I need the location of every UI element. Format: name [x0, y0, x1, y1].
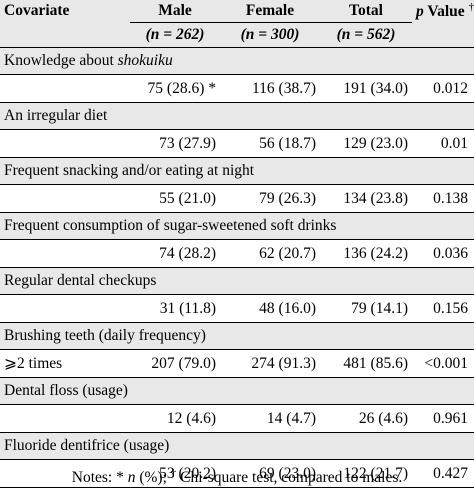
female-value: 48 (16.0) — [220, 294, 320, 323]
header-row: Covariate Male Female Total p Value † — [0, 0, 474, 23]
sublabel-cell — [0, 294, 130, 323]
covariate-label-text: Frequent consumption of sugar-sweetened … — [4, 217, 337, 234]
female-value: 274 (91.3) — [220, 349, 320, 378]
section-row: Frequent consumption of sugar-sweetened … — [0, 212, 474, 240]
male-value: 31 (11.8) — [130, 294, 220, 323]
p-value: 0.01 — [412, 129, 474, 158]
total-value: 134 (23.8) — [320, 184, 412, 213]
section-row: Knowledge about shokuiku — [0, 47, 474, 75]
covariate-label-italic: shokuiku — [117, 52, 173, 69]
covariate-label: Fluoride dentifrice (usage) — [0, 432, 474, 460]
table-row: 73 (27.9) 56 (18.7) 129 (23.0) 0.01 — [0, 129, 474, 158]
header-p-dagger: † — [468, 1, 474, 13]
sublabel-cell — [0, 129, 130, 158]
header-covariate: Covariate — [4, 2, 70, 20]
covariate-label-text: Brushing teeth (daily frequency) — [4, 327, 206, 344]
total-value: 26 (4.6) — [320, 404, 412, 433]
male-value: 75 (28.6) * — [130, 74, 220, 103]
total-value: 481 (85.6) — [320, 349, 412, 378]
p-value: <0.001 — [412, 349, 474, 378]
header-male-n: (n = 262) — [130, 22, 220, 48]
total-value: 129 (23.0) — [320, 129, 412, 158]
covariate-label: Knowledge about shokuiku — [0, 47, 474, 75]
section-row: Regular dental checkups — [0, 267, 474, 295]
notes-dagger: † — [170, 467, 177, 479]
header-female-n: (n = 300) — [220, 22, 320, 48]
p-value: 0.138 — [412, 184, 474, 213]
female-value: 62 (20.7) — [220, 239, 320, 268]
covariate-label-text: Regular dental checkups — [4, 272, 157, 289]
header-female: Female — [245, 2, 295, 19]
female-value: 56 (18.7) — [220, 129, 320, 158]
covariate-label: Frequent snacking and/or eating at night — [0, 157, 474, 185]
covariate-label-text: Knowledge about — [4, 52, 118, 69]
header-p-value: p Value † — [412, 0, 474, 48]
covariate-label: Dental floss (usage) — [0, 377, 474, 405]
table-row: 12 (4.6) 14 (4.7) 26 (4.6) 0.961 — [0, 404, 474, 433]
male-value: 55 (21.0) — [130, 184, 220, 213]
section-row: Fluoride dentifrice (usage) — [0, 432, 474, 460]
male-value: 73 (27.9) — [130, 129, 220, 158]
table-row: 55 (21.0) 79 (26.3) 134 (23.8) 0.138 — [0, 184, 474, 213]
header-n-row: (n = 262) (n = 300) (n = 562) — [0, 22, 474, 48]
p-value: 0.036 — [412, 239, 474, 268]
covariate-label: Frequent consumption of sugar-sweetened … — [0, 212, 474, 240]
covariate-label-text: Frequent snacking and/or eating at night — [4, 162, 255, 179]
notes-suffix: Chi-square test, compared to males. — [176, 469, 403, 487]
male-value: 53 (20.2) — [130, 459, 220, 488]
notes-mid: (%); — [135, 469, 171, 487]
section-row: Brushing teeth (daily frequency) — [0, 322, 474, 350]
header-total-n: (n = 562) — [320, 22, 412, 48]
p-value: 0.156 — [412, 294, 474, 323]
male-value: 74 (28.2) — [130, 239, 220, 268]
header-total: Total — [349, 2, 383, 19]
notes-prefix: Notes: * — [71, 469, 128, 487]
sublabel-cell — [0, 404, 130, 433]
table-notes: Notes: * n (%); † Chi-square test, compa… — [0, 467, 474, 487]
male-value: 207 (79.0) — [130, 349, 220, 378]
header-p-italic: p — [416, 3, 424, 21]
p-value: 0.961 — [412, 404, 474, 433]
section-row: An irregular diet — [0, 102, 474, 130]
covariate-label: Regular dental checkups — [0, 267, 474, 295]
notes-n: n — [127, 469, 136, 487]
table-row: 53 (20.2) 69 (23.0) 122 (21.7) 0.427 — [0, 459, 474, 488]
p-value: 0.427 — [412, 459, 474, 488]
total-value: 136 (24.2) — [320, 239, 412, 268]
covariate-label-text: Fluoride dentifrice (usage) — [4, 437, 170, 454]
p-value: 0.012 — [412, 74, 474, 103]
sublabel-cell — [0, 184, 130, 213]
sublabel-cell: ⩾2 times — [0, 349, 130, 378]
total-value: 122 (21.7) — [320, 459, 412, 488]
table-row: 75 (28.6) * 116 (38.7) 191 (34.0) 0.012 — [0, 74, 474, 103]
total-value: 79 (14.1) — [320, 294, 412, 323]
total-value: 191 (34.0) — [320, 74, 412, 103]
sublabel-cell — [0, 239, 130, 268]
female-value: 116 (38.7) — [220, 74, 320, 103]
covariate-label: An irregular diet — [0, 102, 474, 130]
covariate-label-text: Dental floss (usage) — [4, 382, 128, 399]
female-value: 69 (23.0) — [220, 459, 320, 488]
sublabel-cell — [0, 459, 130, 488]
covariate-label-text: An irregular diet — [4, 107, 108, 124]
header-male: Male — [158, 2, 192, 19]
sublabel-cell — [0, 74, 130, 103]
covariate-label: Brushing teeth (daily frequency) — [0, 322, 474, 350]
female-value: 14 (4.7) — [220, 404, 320, 433]
header-p-suffix: Value — [423, 3, 465, 21]
table-row: ⩾2 times 207 (79.0) 274 (91.3) 481 (85.6) <0… — [0, 349, 474, 378]
table-row: 74 (28.2) 62 (20.7) 136 (24.2) 0.036 — [0, 239, 474, 268]
header-n-blank — [0, 22, 130, 48]
male-value: 12 (4.6) — [130, 404, 220, 433]
section-row: Dental floss (usage) — [0, 377, 474, 405]
table-row: 31 (11.8) 48 (16.0) 79 (14.1) 0.156 — [0, 294, 474, 323]
section-row: Frequent snacking and/or eating at night — [0, 157, 474, 185]
female-value: 79 (26.3) — [220, 184, 320, 213]
